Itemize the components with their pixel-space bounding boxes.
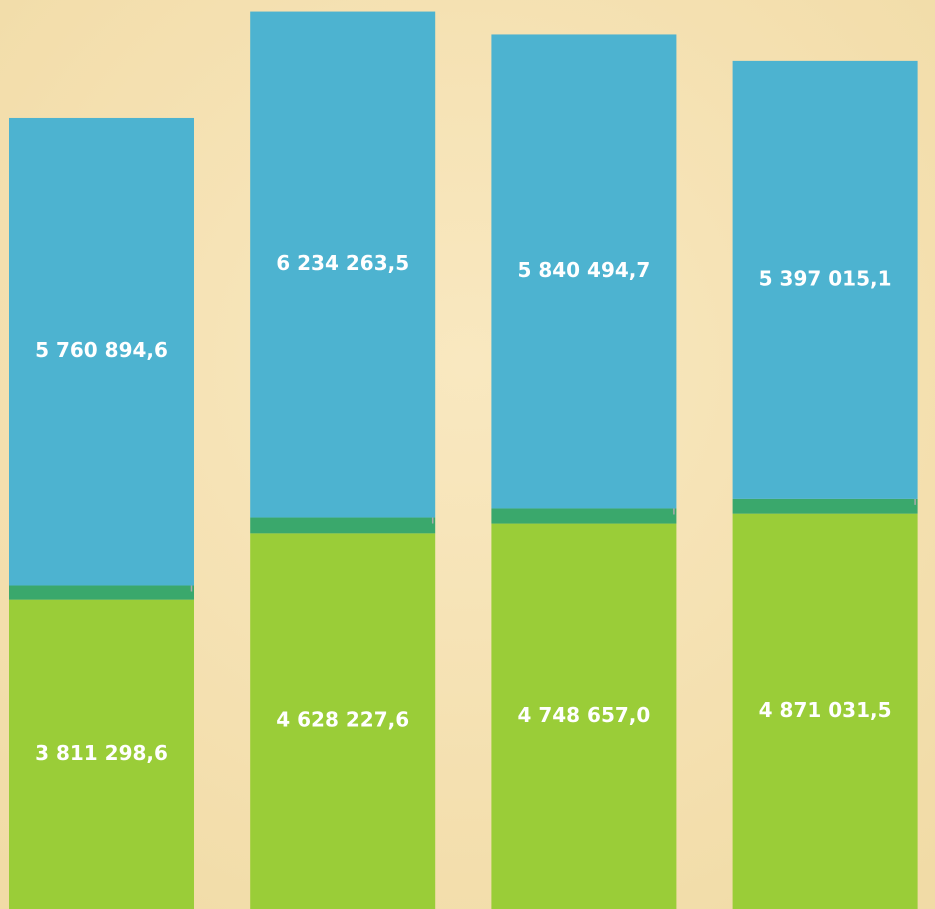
data-label: 3 811 298,6 [35,741,168,765]
bar-segment [9,117,194,586]
bar-segment [250,11,436,518]
data-label: 5 760 894,6 [35,338,168,362]
bar-segment [250,533,436,909]
data-label: 4 748 657,0 [517,703,650,727]
bar-segment [9,585,194,600]
data-label: 4 871 031,5 [759,698,892,722]
bar-segment [732,498,918,514]
data-label: 4 628 227,6 [276,708,409,732]
bar-segment [491,523,677,909]
bar-segment [491,508,677,524]
bar-segment [732,60,918,499]
bar-segment [732,513,918,909]
bar-segment [491,34,677,509]
data-label: 5 840 494,7 [517,258,650,282]
data-label: 6 234 263,5 [276,251,409,275]
bar-segment [9,599,194,909]
data-label: 5 397 015,1 [759,266,892,290]
bar-segment [250,517,436,534]
